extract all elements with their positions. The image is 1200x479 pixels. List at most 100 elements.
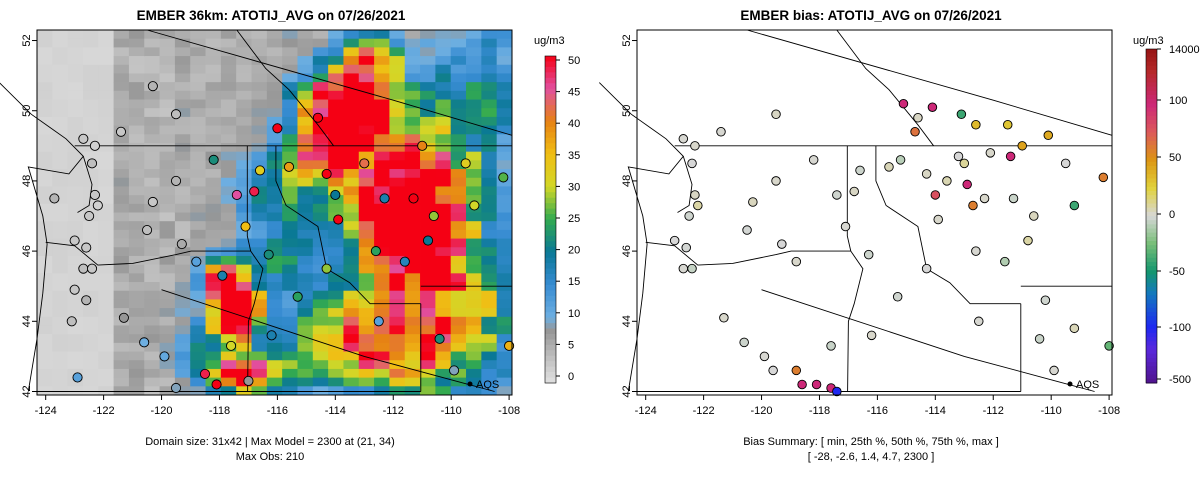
colorbar-segment <box>545 175 556 182</box>
heatmap-cell <box>67 47 84 57</box>
heatmap-cell <box>144 73 160 83</box>
heatmap-cell <box>266 203 283 213</box>
heatmap-cell <box>205 177 222 187</box>
heatmap-cell <box>82 56 99 66</box>
heatmap-cell <box>450 142 467 153</box>
heatmap-cell <box>220 64 237 74</box>
heatmap-cell <box>466 186 482 196</box>
heatmap-cell <box>159 195 176 205</box>
site-marker <box>428 210 439 222</box>
heatmap-cell <box>404 325 421 335</box>
site-marker <box>243 375 254 387</box>
heatmap-cell <box>450 47 467 57</box>
heatmap-cell <box>144 247 160 257</box>
colorbar-segment <box>1146 94 1157 100</box>
heatmap-cell <box>52 169 69 179</box>
colorbar-segment <box>1146 195 1157 200</box>
heatmap-cell <box>159 342 176 352</box>
heatmap-cell <box>144 30 160 40</box>
colorbar-segment <box>1146 332 1157 338</box>
heatmap-cell <box>67 64 84 74</box>
colorbar-segment <box>1146 253 1157 259</box>
heatmap-cell <box>190 334 206 344</box>
heatmap-cell <box>358 247 375 257</box>
site-marker <box>118 312 129 323</box>
heatmap-cell <box>343 290 360 300</box>
colorbar-segment <box>1146 295 1157 300</box>
bias-site-marker <box>681 242 691 253</box>
heatmap-cell <box>358 360 375 370</box>
heatmap-cell <box>52 90 69 100</box>
heatmap-cell <box>52 360 69 370</box>
heatmap-cell <box>128 282 145 292</box>
heatmap-cell <box>466 151 482 161</box>
heatmap-cell <box>297 282 314 292</box>
colorbar-tick-label: 0 <box>568 371 574 383</box>
heatmap-cell <box>113 212 130 222</box>
heatmap-cell <box>236 134 252 144</box>
heatmap-cell <box>450 299 467 309</box>
heatmap-cell <box>328 377 344 387</box>
y-tick-label: 44 <box>621 315 633 327</box>
heatmap-cell <box>282 169 298 179</box>
coastline <box>0 82 84 392</box>
heatmap-cell <box>159 334 176 344</box>
heatmap-cell <box>389 177 406 187</box>
heatmap-cell <box>67 386 84 396</box>
heatmap-cell <box>205 325 222 335</box>
heatmap-cell <box>312 368 329 379</box>
heatmap-cell <box>297 212 314 222</box>
heatmap-cell <box>82 308 99 318</box>
heatmap-cell <box>389 134 406 144</box>
heatmap-cell <box>266 90 283 100</box>
heatmap-cell <box>420 229 436 239</box>
bias-site-marker <box>942 176 952 186</box>
heatmap-cell <box>404 151 421 161</box>
heatmap-cell <box>297 195 314 205</box>
heatmap-cell <box>389 38 406 48</box>
heatmap-cell <box>297 203 314 213</box>
heatmap-cell <box>466 273 482 283</box>
colorbar-segment <box>1146 186 1157 192</box>
heatmap-cell <box>266 108 283 118</box>
heatmap-cell <box>159 142 176 153</box>
heatmap-cell <box>190 151 206 161</box>
site-marker <box>81 295 92 306</box>
heatmap-cell <box>374 99 390 109</box>
heatmap-cell <box>404 38 421 48</box>
heatmap-cell <box>420 377 436 387</box>
colorbar-segment <box>1146 161 1157 167</box>
heatmap-cell <box>220 108 237 118</box>
heatmap-cell <box>144 316 160 326</box>
heatmap-cell <box>52 212 69 222</box>
heatmap-cell <box>82 273 99 283</box>
colorbar-tick-label: 35 <box>568 150 580 162</box>
site-marker <box>417 140 428 151</box>
colorbar-segment <box>1146 178 1157 184</box>
heatmap-cell <box>174 38 191 48</box>
heatmap-cell <box>251 221 268 231</box>
heatmap-cell <box>220 368 237 379</box>
site-marker <box>147 196 158 208</box>
colorbar-segment <box>1146 203 1157 209</box>
heatmap-cell <box>358 90 375 100</box>
colorbar-segment <box>1146 86 1157 92</box>
heatmap-cell <box>466 325 482 335</box>
heatmap-cell <box>343 308 360 318</box>
colorbar-tick-label: 0 <box>1169 209 1175 221</box>
heatmap-cell <box>251 290 268 300</box>
heatmap-cell <box>251 30 268 40</box>
heatmap-cell <box>328 99 344 109</box>
heatmap-cell <box>266 186 283 196</box>
heatmap-cell <box>435 116 452 126</box>
heatmap-cell <box>435 195 452 205</box>
heatmap-cell <box>52 203 69 213</box>
heatmap-cell <box>159 64 176 74</box>
bias-site-marker <box>1043 130 1054 141</box>
heatmap-cell <box>389 368 406 379</box>
bias-site-marker <box>974 316 984 327</box>
heatmap-cell <box>481 360 498 370</box>
x-tick-label: -120 <box>151 405 173 417</box>
heatmap-cell <box>67 38 84 48</box>
heatmap-cell <box>358 316 375 326</box>
